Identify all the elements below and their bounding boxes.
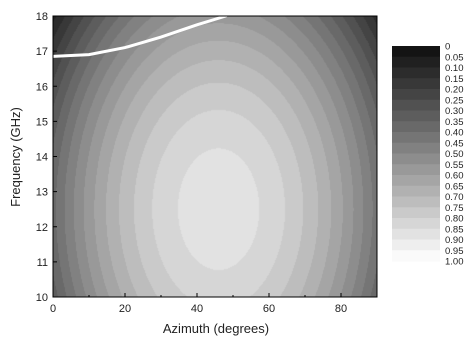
- colorbar-swatch: [392, 196, 440, 208]
- colorbar-label: 0.95: [445, 246, 464, 257]
- y-tick-label: 16: [36, 81, 48, 93]
- colorbar: 00.050.100.150.200.250.300.350.400.450.5…: [392, 42, 464, 268]
- colorbar-swatch: [392, 46, 440, 58]
- colorbar-swatch: [392, 207, 440, 219]
- boundary-curve-line: [51, 14, 228, 58]
- colorbar-label: 0.50: [445, 149, 464, 160]
- colorbar-label: 0.10: [445, 63, 464, 74]
- colorbar-label: 0.20: [445, 85, 464, 96]
- colorbar-swatch: [392, 175, 440, 187]
- colorbar-label: 1.00: [445, 257, 464, 268]
- x-tick-label: 40: [191, 303, 203, 315]
- colorbar-swatch: [392, 89, 440, 101]
- colorbar-label: 0.40: [445, 128, 464, 139]
- y-tick-label: 15: [36, 116, 48, 128]
- colorbar-swatch: [392, 99, 440, 111]
- colorbar-swatch: [392, 185, 440, 197]
- colorbar-label: 0.15: [445, 74, 464, 85]
- colorbar-label: 0.85: [445, 224, 464, 235]
- y-axis-label: Frequency (GHz): [8, 107, 23, 207]
- x-axis-label: Azimuth (degrees): [163, 321, 269, 336]
- y-tick-label: 13: [36, 187, 48, 199]
- colorbar-label: 0.30: [445, 106, 464, 117]
- colorbar-label: 0.55: [445, 160, 464, 171]
- colorbar-swatch: [392, 239, 440, 251]
- contour-plot-area: [53, 16, 377, 297]
- colorbar-swatch: [392, 132, 440, 144]
- y-tick-label: 11: [37, 257, 48, 269]
- x-tick-label: 60: [263, 303, 275, 315]
- colorbar-label: 0: [445, 42, 450, 53]
- colorbar-swatch: [392, 121, 440, 133]
- colorbar-swatch: [392, 228, 440, 240]
- y-tick-label: 17: [36, 46, 48, 58]
- colorbar-label: 0.90: [445, 235, 464, 246]
- colorbar-label: 0.05: [445, 52, 464, 63]
- y-tick-label: 12: [36, 222, 48, 234]
- colorbar-label: 0.70: [445, 192, 464, 203]
- x-axis-ticks: 0 20 40 60 80: [50, 293, 347, 315]
- colorbar-label: 0.75: [445, 203, 464, 214]
- colorbar-label: 0.65: [445, 181, 464, 192]
- y-axis-ticks: 10 11 12 13 14 15 16 17 18: [36, 11, 57, 304]
- boundary-curve: [51, 14, 228, 58]
- colorbar-swatch: [392, 164, 440, 176]
- contour-fill: [53, 16, 377, 297]
- colorbar-swatch: [392, 153, 440, 165]
- x-tick-label: 80: [335, 303, 347, 315]
- x-tick-label: 0: [50, 303, 56, 315]
- colorbar-swatch: [392, 56, 440, 68]
- colorbar-swatch: [392, 142, 440, 154]
- colorbar-label: 0.45: [445, 138, 464, 149]
- colorbar-swatch: [392, 67, 440, 79]
- colorbar-swatch: [392, 78, 440, 90]
- colorbar-swatch: [392, 218, 440, 230]
- colorbar-label: 0.80: [445, 214, 464, 225]
- y-tick-label: 18: [36, 11, 48, 23]
- y-tick-label: 10: [36, 292, 48, 304]
- colorbar-swatch: [392, 250, 440, 262]
- x-tick-label: 20: [119, 303, 131, 315]
- colorbar-label: 0.35: [445, 117, 464, 128]
- colorbar-label: 0.25: [445, 95, 464, 106]
- colorbar-swatch: [392, 110, 440, 122]
- colorbar-label: 0.60: [445, 171, 464, 182]
- y-tick-label: 14: [36, 152, 48, 164]
